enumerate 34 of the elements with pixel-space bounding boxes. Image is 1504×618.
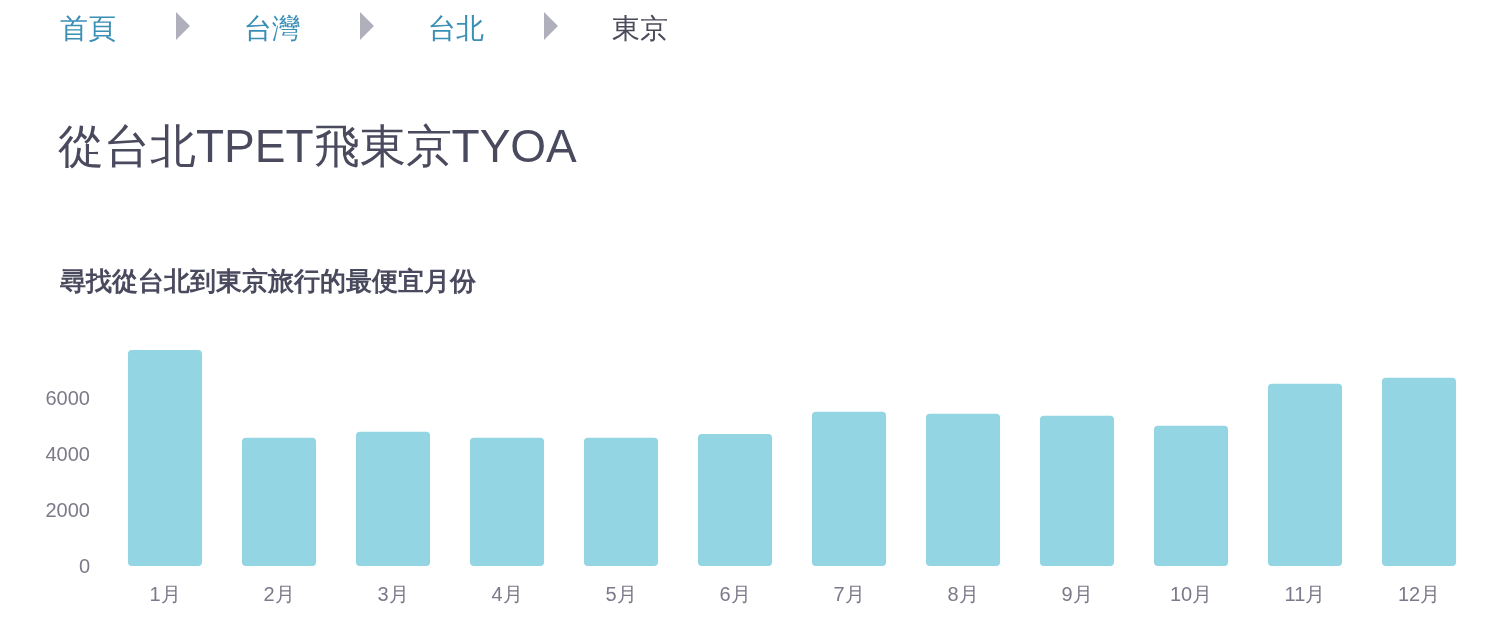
y-tick-label: 6000 — [45, 386, 90, 409]
x-tick-label: 4月 — [491, 583, 523, 605]
chart-subtitle: 尋找從台北到東京旅行的最便宜月份 — [59, 266, 477, 296]
bar — [697, 433, 773, 566]
y-tick-label: 4000 — [45, 442, 90, 465]
bar — [1039, 415, 1115, 566]
bar — [127, 350, 203, 566]
y-tick-label: 0 — [78, 555, 90, 577]
text: 首頁 — [60, 13, 116, 44]
x-tick-label: 6月 — [719, 583, 751, 605]
bar — [583, 437, 659, 566]
bar — [469, 437, 545, 566]
bar — [1267, 383, 1343, 566]
x-tick-label: 7月 — [833, 583, 865, 605]
x-tick-label: 10月 — [1169, 583, 1213, 605]
bar — [811, 411, 887, 566]
x-tick-label: 2月 — [263, 583, 295, 605]
bar — [925, 413, 1001, 566]
x-tick-label: 5月 — [605, 583, 637, 605]
bar — [1153, 425, 1229, 566]
text: 東京 — [612, 13, 668, 44]
text: 台北 — [428, 13, 484, 44]
y-tick-label: 2000 — [45, 498, 90, 521]
x-tick-label: 12月 — [1397, 583, 1441, 605]
bar — [241, 437, 317, 566]
x-tick-label: 3月 — [377, 583, 409, 605]
x-tick-label: 9月 — [1061, 583, 1093, 605]
bar — [1381, 377, 1457, 566]
x-tick-label: 11月 — [1284, 583, 1326, 605]
x-tick-label: 8月 — [947, 583, 979, 605]
chart-title: 從台北TPET飛東京TYOA — [58, 120, 578, 172]
bar — [355, 431, 431, 566]
x-tick-label: 1月 — [149, 583, 181, 605]
text: 台灣 — [244, 13, 300, 44]
